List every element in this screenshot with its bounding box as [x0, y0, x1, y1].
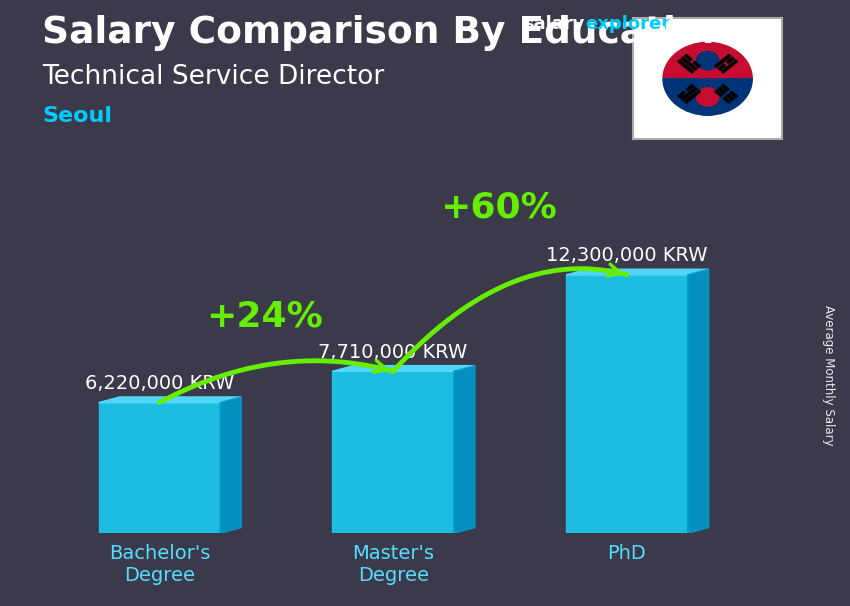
Circle shape [696, 88, 719, 106]
Bar [684, 55, 692, 61]
Polygon shape [99, 397, 241, 402]
Bar [684, 90, 700, 103]
Bar [686, 85, 694, 91]
Bar [722, 60, 738, 73]
Bar [715, 55, 731, 67]
Polygon shape [220, 397, 241, 533]
Bar [693, 61, 700, 67]
Text: Salary Comparison By Education: Salary Comparison By Education [42, 15, 728, 51]
Bar [723, 97, 731, 103]
Bar [99, 402, 220, 533]
Text: 12,300,000 KRW: 12,300,000 KRW [546, 247, 707, 265]
Bar [681, 57, 697, 70]
Bar [730, 92, 738, 98]
Bar [727, 94, 734, 101]
Text: .com: .com [660, 15, 708, 33]
Polygon shape [332, 365, 475, 371]
Bar [332, 371, 454, 533]
Bar [677, 92, 685, 98]
Text: Average Monthly Salary: Average Monthly Salary [822, 305, 836, 446]
Text: Seoul: Seoul [42, 106, 112, 126]
Wedge shape [663, 42, 752, 79]
Bar [722, 85, 729, 91]
Polygon shape [688, 269, 709, 533]
Text: +24%: +24% [207, 299, 323, 333]
Circle shape [685, 42, 730, 79]
Circle shape [685, 79, 730, 115]
Text: 7,710,000 KRW: 7,710,000 KRW [319, 343, 468, 362]
Wedge shape [663, 79, 752, 115]
Text: +60%: +60% [440, 190, 557, 224]
Text: Technical Service Director: Technical Service Director [42, 64, 385, 90]
Text: salary: salary [523, 15, 584, 33]
Bar [727, 57, 734, 64]
Polygon shape [566, 269, 709, 275]
Text: explorer: explorer [585, 15, 670, 33]
Bar [718, 87, 726, 93]
Bar [677, 60, 694, 73]
Bar [718, 64, 726, 70]
Circle shape [696, 52, 719, 70]
Polygon shape [454, 365, 475, 533]
Bar [566, 275, 688, 533]
Bar [681, 87, 697, 101]
Text: 6,220,000 KRW: 6,220,000 KRW [85, 374, 234, 393]
Bar [715, 90, 722, 96]
